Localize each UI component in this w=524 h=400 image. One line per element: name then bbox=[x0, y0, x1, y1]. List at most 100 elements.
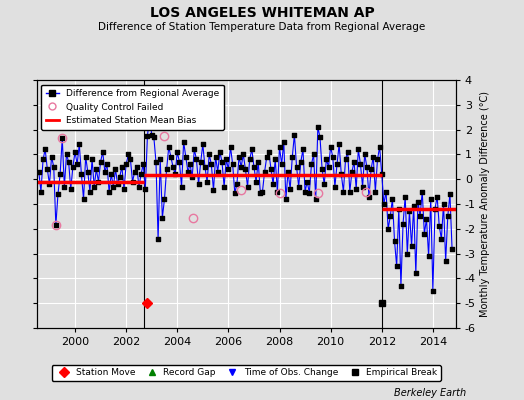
Point bbox=[207, 161, 215, 168]
Point bbox=[196, 159, 205, 165]
Point bbox=[324, 164, 333, 170]
Point bbox=[226, 144, 235, 150]
Point bbox=[271, 156, 279, 162]
Point bbox=[339, 188, 347, 195]
Point bbox=[358, 184, 367, 190]
Point bbox=[371, 188, 379, 195]
Point bbox=[256, 190, 265, 196]
Point bbox=[56, 171, 64, 178]
Point bbox=[139, 161, 147, 168]
Point bbox=[348, 168, 356, 175]
Point bbox=[314, 124, 322, 130]
Point bbox=[120, 186, 128, 192]
Point bbox=[429, 288, 437, 294]
Point bbox=[390, 238, 399, 244]
Point bbox=[267, 166, 275, 172]
Point bbox=[335, 141, 343, 148]
Point bbox=[35, 168, 43, 175]
Point bbox=[392, 263, 401, 269]
Point bbox=[254, 159, 263, 165]
Point bbox=[299, 146, 307, 153]
Point bbox=[282, 196, 290, 202]
Point bbox=[307, 161, 315, 168]
Point bbox=[218, 159, 226, 165]
Point bbox=[77, 171, 85, 178]
Point bbox=[113, 181, 122, 187]
Text: Berkeley Earth: Berkeley Earth bbox=[394, 388, 466, 398]
Point bbox=[186, 161, 194, 168]
Point bbox=[58, 135, 67, 142]
Point bbox=[344, 149, 352, 155]
Point bbox=[52, 222, 60, 228]
Point bbox=[173, 149, 181, 155]
Point bbox=[331, 184, 339, 190]
Point bbox=[448, 246, 456, 252]
Point bbox=[154, 236, 162, 242]
Point bbox=[84, 168, 92, 175]
Point bbox=[69, 164, 77, 170]
Point bbox=[199, 141, 207, 148]
Point bbox=[165, 144, 173, 150]
Point bbox=[410, 203, 418, 210]
Point bbox=[258, 188, 267, 195]
Point bbox=[73, 161, 81, 168]
Point bbox=[179, 139, 188, 145]
Point bbox=[316, 134, 324, 140]
Point bbox=[290, 131, 299, 138]
Point bbox=[190, 146, 199, 153]
Point bbox=[395, 206, 403, 212]
Point bbox=[350, 159, 358, 165]
Point bbox=[252, 178, 260, 185]
Point bbox=[318, 166, 326, 172]
Point bbox=[399, 221, 407, 227]
Point bbox=[158, 214, 167, 221]
Point bbox=[205, 151, 213, 158]
Point bbox=[397, 283, 405, 289]
Point bbox=[280, 139, 288, 145]
Point bbox=[145, 114, 154, 120]
Point bbox=[284, 168, 292, 175]
Point bbox=[54, 191, 62, 197]
Point bbox=[82, 154, 90, 160]
Point bbox=[220, 184, 228, 190]
Point bbox=[37, 188, 45, 195]
Point bbox=[263, 154, 271, 160]
Point bbox=[333, 161, 341, 168]
Point bbox=[337, 171, 345, 178]
Point bbox=[101, 168, 109, 175]
Point bbox=[224, 166, 233, 172]
Point bbox=[237, 164, 245, 170]
Point bbox=[122, 161, 130, 168]
Point bbox=[169, 164, 177, 170]
Point bbox=[375, 144, 384, 150]
Point bbox=[130, 168, 139, 175]
Point bbox=[228, 161, 237, 168]
Point bbox=[382, 188, 390, 195]
Point bbox=[167, 154, 175, 160]
Point bbox=[403, 250, 411, 257]
Point bbox=[367, 166, 375, 172]
Point bbox=[216, 149, 224, 155]
Point bbox=[269, 181, 277, 187]
Text: Difference of Station Temperature Data from Regional Average: Difference of Station Temperature Data f… bbox=[99, 22, 425, 32]
Point bbox=[60, 184, 69, 190]
Point bbox=[361, 151, 369, 158]
Point bbox=[250, 164, 258, 170]
Point bbox=[365, 193, 373, 200]
Point bbox=[312, 196, 320, 202]
Point bbox=[184, 168, 192, 175]
Point bbox=[177, 184, 185, 190]
Point bbox=[380, 201, 388, 207]
Point bbox=[39, 156, 47, 162]
Point bbox=[239, 151, 247, 158]
Point bbox=[99, 149, 107, 155]
Point bbox=[124, 151, 133, 158]
Point bbox=[418, 188, 427, 195]
Point bbox=[416, 213, 424, 220]
Y-axis label: Monthly Temperature Anomaly Difference (°C): Monthly Temperature Anomaly Difference (… bbox=[480, 91, 490, 317]
Point bbox=[71, 149, 79, 155]
Text: LOS ANGELES WHITEMAN AP: LOS ANGELES WHITEMAN AP bbox=[150, 6, 374, 20]
Point bbox=[294, 184, 303, 190]
Point bbox=[64, 159, 73, 165]
Point bbox=[231, 190, 239, 196]
